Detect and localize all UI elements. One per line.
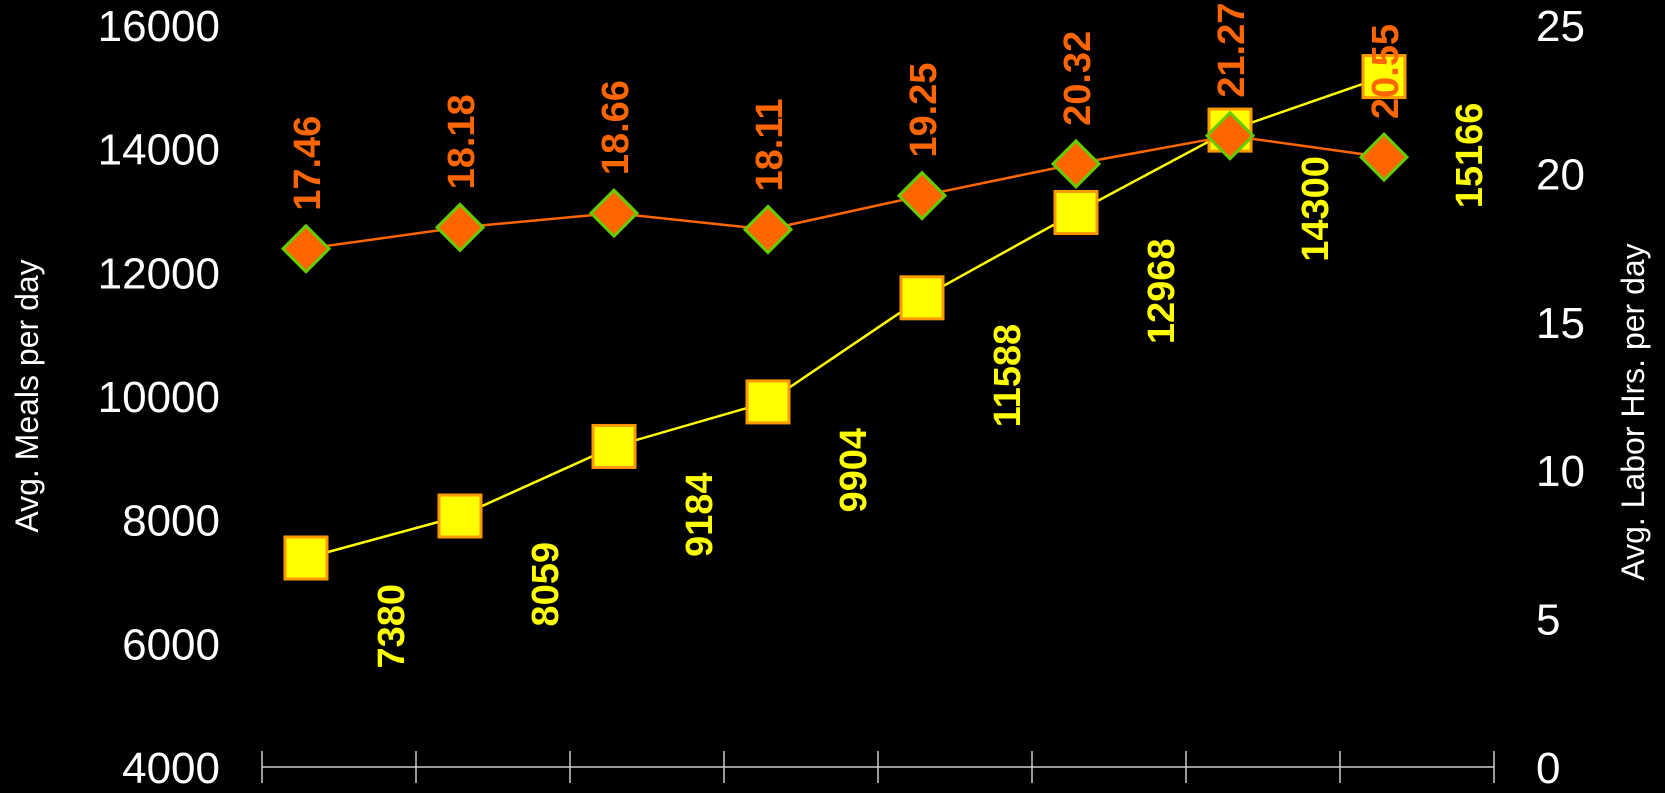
data-label: 18.11 bbox=[749, 98, 791, 191]
y-left-tick-label: 12000 bbox=[98, 249, 220, 298]
data-label: 7380 bbox=[371, 584, 413, 669]
square-marker bbox=[437, 493, 483, 539]
series-labor-hours bbox=[280, 110, 1410, 274]
data-label: 15166 bbox=[1449, 103, 1491, 209]
y-right-tick-label: 25 bbox=[1536, 2, 1585, 51]
diamond-marker bbox=[1050, 138, 1102, 190]
data-label: 9904 bbox=[833, 428, 875, 513]
square-marker bbox=[591, 423, 637, 469]
y-right-tick-label: 20 bbox=[1536, 150, 1585, 199]
data-label: 14300 bbox=[1295, 156, 1337, 262]
y-left-tick-label: 4000 bbox=[122, 744, 220, 793]
y-axis-left-title: Avg. Meals per day bbox=[9, 259, 45, 532]
data-label: 19.25 bbox=[903, 63, 945, 158]
data-label: 17.46 bbox=[287, 116, 329, 211]
series-line bbox=[305, 134, 1385, 251]
y-left-tick-label: 6000 bbox=[122, 620, 220, 669]
diamond-marker bbox=[742, 204, 794, 255]
diamond-marker bbox=[1204, 110, 1256, 161]
y-left-tick-label: 10000 bbox=[98, 373, 220, 422]
square-marker bbox=[283, 535, 329, 581]
square-marker bbox=[1053, 189, 1099, 235]
diamond-marker bbox=[1358, 131, 1410, 183]
data-label: 11588 bbox=[987, 324, 1029, 428]
y-right-tick-label: 0 bbox=[1536, 744, 1560, 793]
data-label: 18.66 bbox=[595, 80, 637, 175]
diamond-marker bbox=[896, 170, 948, 221]
data-label: 21.27 bbox=[1211, 3, 1253, 98]
y-right-tick-label: 5 bbox=[1536, 596, 1560, 645]
y-axis-left-ticks: 4000 6000 8000 10000 12000 14000 16000 bbox=[98, 2, 220, 793]
square-marker bbox=[1361, 54, 1407, 100]
data-label: 8059 bbox=[525, 542, 567, 627]
y-right-tick-label: 10 bbox=[1536, 447, 1585, 496]
data-labels: 7380 8059 9184 9904 11588 12968 14300 15166 17.4… bbox=[287, 3, 1491, 669]
x-axis bbox=[261, 751, 1495, 783]
square-marker bbox=[899, 275, 945, 321]
data-label: 20.55 bbox=[1365, 24, 1407, 119]
y-left-tick-label: 14000 bbox=[98, 126, 220, 175]
y-left-tick-label: 16000 bbox=[98, 2, 220, 51]
y-right-tick-label: 15 bbox=[1536, 299, 1585, 348]
data-label: 18.18 bbox=[441, 94, 483, 189]
diamond-marker bbox=[588, 188, 640, 239]
square-marker bbox=[745, 379, 791, 425]
series-layer bbox=[280, 54, 1410, 581]
y-axis-right-title: Avg. Labor Hrs. per day bbox=[1615, 243, 1651, 580]
data-label: 12968 bbox=[1141, 238, 1183, 344]
diamond-marker bbox=[280, 223, 332, 274]
y-left-tick-label: 8000 bbox=[122, 497, 220, 546]
diamond-marker bbox=[434, 202, 486, 253]
series-line bbox=[305, 75, 1385, 560]
data-label: 20.32 bbox=[1057, 31, 1099, 126]
y-axis-right-ticks: 0 5 10 15 20 25 bbox=[1536, 2, 1585, 793]
data-label: 9184 bbox=[679, 472, 721, 557]
